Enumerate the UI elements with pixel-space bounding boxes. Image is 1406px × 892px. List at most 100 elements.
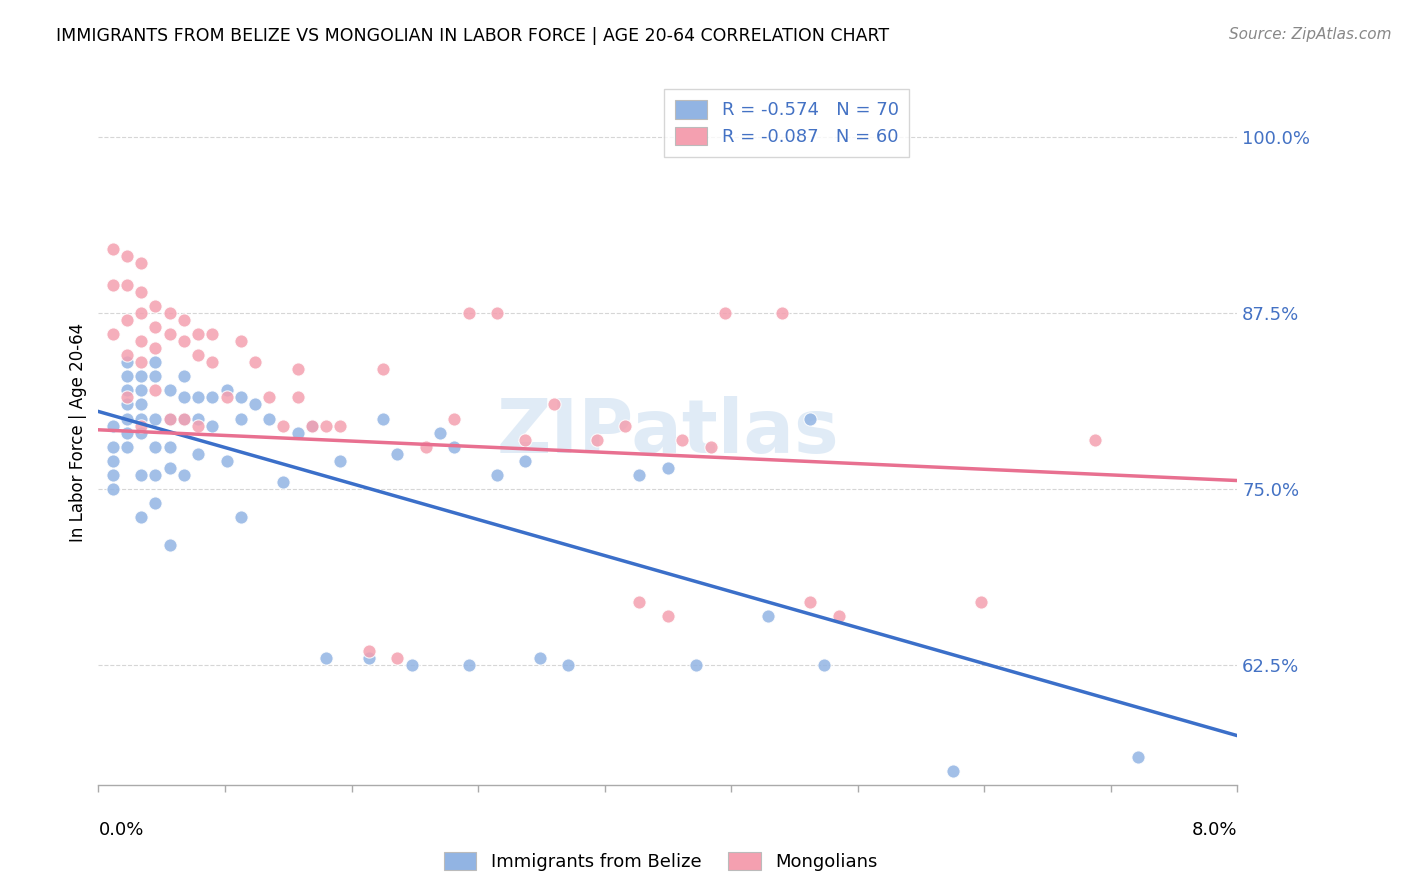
Point: [115, 397, 138, 411]
Point: [942, 764, 965, 778]
Point: [129, 467, 152, 482]
Text: IMMIGRANTS FROM BELIZE VS MONGOLIAN IN LABOR FORCE | AGE 20-64 CORRELATION CHART: IMMIGRANTS FROM BELIZE VS MONGOLIAN IN L…: [56, 27, 890, 45]
Point: [215, 454, 238, 468]
Point: [201, 326, 224, 341]
Point: [145, 384, 167, 398]
Point: [173, 391, 195, 405]
Point: [101, 277, 124, 292]
Point: [287, 362, 309, 376]
Point: [115, 348, 138, 362]
Point: [1126, 749, 1149, 764]
Point: [215, 384, 238, 398]
Text: 8.0%: 8.0%: [1192, 821, 1237, 838]
Point: [115, 277, 138, 292]
Point: [415, 440, 437, 454]
Point: [799, 595, 821, 609]
Point: [756, 608, 779, 623]
Point: [201, 391, 224, 405]
Point: [159, 411, 181, 425]
Point: [243, 355, 266, 369]
Point: [187, 418, 209, 433]
Point: [215, 391, 238, 405]
Point: [671, 433, 693, 447]
Point: [115, 249, 138, 264]
Point: [129, 411, 152, 425]
Point: [770, 306, 793, 320]
Point: [201, 355, 224, 369]
Point: [371, 411, 394, 425]
Point: [101, 243, 124, 257]
Point: [173, 411, 195, 425]
Point: [229, 391, 252, 405]
Point: [1084, 433, 1107, 447]
Point: [173, 334, 195, 348]
Point: [486, 467, 509, 482]
Point: [159, 411, 181, 425]
Point: [145, 440, 167, 454]
Point: [115, 425, 138, 440]
Point: [229, 510, 252, 524]
Point: [329, 454, 352, 468]
Point: [129, 425, 152, 440]
Point: [145, 496, 167, 510]
Point: [173, 467, 195, 482]
Point: [557, 658, 579, 673]
Point: [145, 467, 167, 482]
Point: [101, 418, 124, 433]
Point: [457, 306, 479, 320]
Point: [657, 608, 679, 623]
Point: [315, 651, 337, 665]
Point: [129, 510, 152, 524]
Legend: R = -0.574   N = 70, R = -0.087   N = 60: R = -0.574 N = 70, R = -0.087 N = 60: [664, 89, 910, 157]
Point: [173, 411, 195, 425]
Point: [159, 538, 181, 552]
Point: [614, 418, 637, 433]
Point: [259, 411, 281, 425]
Point: [799, 411, 821, 425]
Point: [714, 306, 737, 320]
Point: [357, 651, 380, 665]
Point: [529, 651, 551, 665]
Point: [287, 391, 309, 405]
Point: [173, 313, 195, 327]
Point: [287, 425, 309, 440]
Point: [187, 326, 209, 341]
Point: [315, 418, 337, 433]
Point: [115, 355, 138, 369]
Point: [115, 411, 138, 425]
Point: [628, 595, 651, 609]
Point: [145, 355, 167, 369]
Point: [371, 362, 394, 376]
Point: [115, 369, 138, 384]
Point: [443, 411, 465, 425]
Point: [429, 425, 451, 440]
Point: [115, 384, 138, 398]
Point: [101, 440, 124, 454]
Point: [129, 418, 152, 433]
Point: [515, 433, 537, 447]
Point: [129, 384, 152, 398]
Point: [145, 369, 167, 384]
Point: [129, 369, 152, 384]
Point: [187, 348, 209, 362]
Point: [129, 256, 152, 270]
Point: [699, 440, 721, 454]
Point: [145, 411, 167, 425]
Point: [129, 355, 152, 369]
Point: [387, 447, 409, 461]
Point: [159, 306, 181, 320]
Point: [159, 326, 181, 341]
Point: [585, 433, 607, 447]
Point: [259, 391, 281, 405]
Point: [129, 285, 152, 299]
Point: [229, 411, 252, 425]
Point: [229, 334, 252, 348]
Point: [101, 326, 124, 341]
Point: [159, 440, 181, 454]
Text: 0.0%: 0.0%: [98, 821, 143, 838]
Point: [101, 467, 124, 482]
Point: [129, 397, 152, 411]
Point: [387, 651, 409, 665]
Point: [101, 482, 124, 496]
Point: [273, 475, 295, 489]
